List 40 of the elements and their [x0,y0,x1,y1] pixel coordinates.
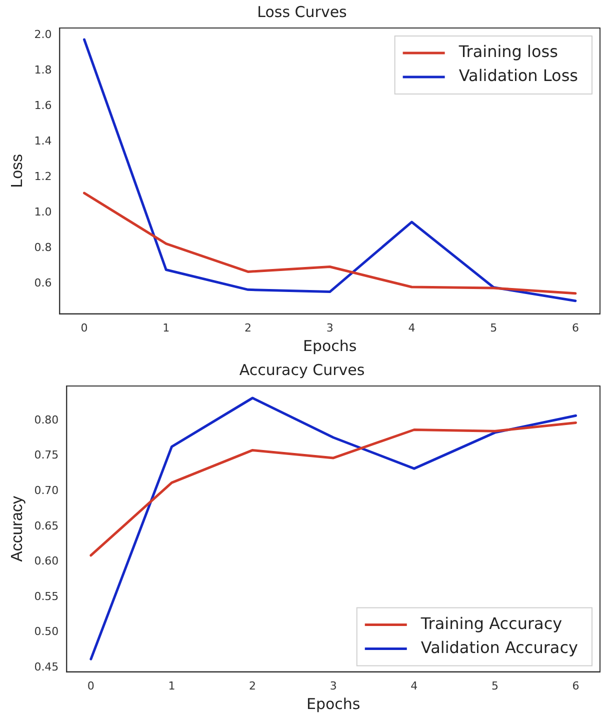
x-tick-label: 5 [491,679,498,692]
y-tick-label: 0.70 [34,484,59,498]
y-tick-label: 0.50 [34,625,59,638]
y-tick-label: 2.0 [34,28,52,41]
y-tick-label: 1.6 [34,98,52,112]
y-tick-label: 1.0 [34,205,52,218]
x-tick-label: 1 [162,321,170,334]
y-tick-label: 0.60 [34,554,59,568]
x-tick-label: 2 [244,321,252,334]
legend-label: Training loss [458,42,558,62]
y-axis-title: Loss [9,154,26,188]
x-tick-label: 0 [80,321,88,334]
x-tick-label: 6 [572,679,580,692]
y-tick-label: 1.4 [34,134,52,148]
x-tick-label: 5 [490,321,498,334]
y-tick-label: 0.80 [34,413,59,426]
legend-label: Validation Loss [458,66,578,86]
legend-label: Validation Accuracy [420,638,578,657]
x-axis-title: Epochs [306,694,360,713]
x-tick-label: 4 [408,321,416,334]
y-axis-title: Accuracy [9,496,26,562]
x-tick-label: 6 [572,321,579,334]
x-tick-label: 4 [410,679,418,692]
legend-label: Training Accuracy [420,614,562,633]
x-tick-label: 2 [249,679,256,692]
x-tick-label: 0 [87,679,94,692]
chart-title: Loss Curves [257,2,348,21]
y-tick-label: 0.45 [34,660,59,674]
chart-title: Accuracy Curves [239,360,365,379]
y-tick-label: 1.2 [34,170,52,183]
y-tick-label: 0.65 [34,519,59,532]
x-tick-label: 3 [326,321,334,334]
x-tick-label: 1 [168,679,176,692]
x-axis-title: Epochs [302,336,357,355]
y-tick-label: 0.8 [34,240,52,254]
y-tick-label: 1.8 [34,63,52,76]
y-tick-label: 0.55 [34,590,59,603]
y-tick-label: 0.6 [34,276,52,290]
y-tick-label: 0.75 [34,448,59,462]
x-tick-label: 3 [330,679,337,692]
